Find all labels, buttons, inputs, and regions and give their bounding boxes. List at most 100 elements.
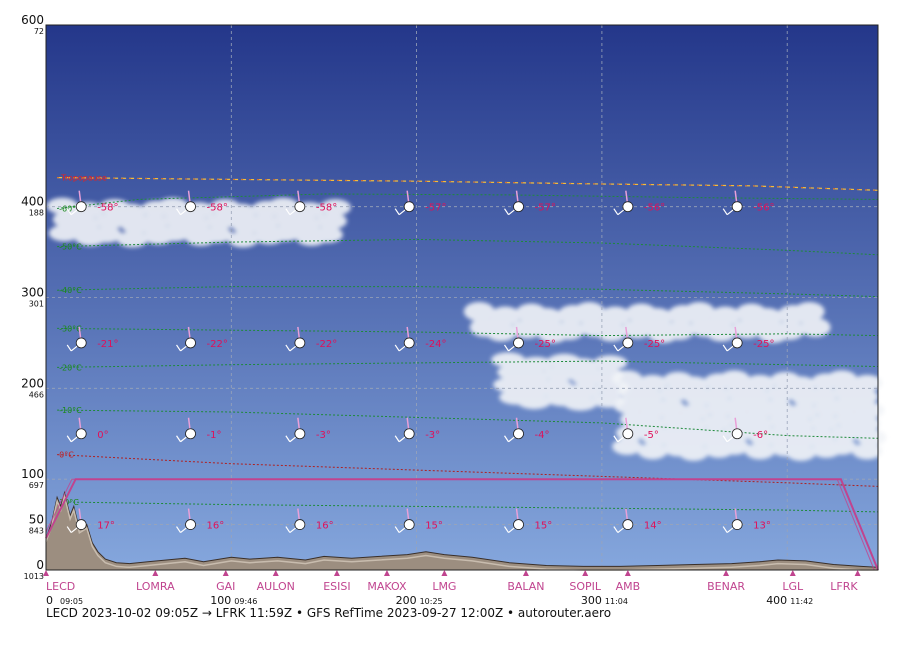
pressure-tick-label: 72 bbox=[34, 27, 44, 36]
x-tick-time: 10:25 bbox=[420, 597, 443, 606]
wind-station-circle bbox=[622, 428, 634, 440]
x-tick-time: 11:04 bbox=[605, 597, 628, 606]
wind-station-circle bbox=[403, 337, 415, 349]
pressure-tick-label: 188 bbox=[29, 209, 44, 218]
y-tick-label: 200 bbox=[21, 376, 44, 390]
wind-barb bbox=[613, 326, 634, 352]
wind-barb bbox=[285, 417, 306, 443]
isotherm-label: -50°C bbox=[59, 243, 82, 252]
temperature-label: -24° bbox=[425, 339, 446, 350]
cloud-layer bbox=[612, 370, 887, 461]
waypoint-label: LECD bbox=[46, 580, 75, 593]
wind-barb bbox=[66, 508, 87, 534]
waypoint-label: MAKOX bbox=[367, 580, 407, 593]
wind-feather bbox=[504, 435, 510, 443]
wind-station-circle bbox=[75, 519, 87, 530]
wind-feather bbox=[504, 208, 510, 215]
wind-barb bbox=[66, 417, 87, 443]
temperature-label: 13° bbox=[753, 521, 771, 532]
wind-station-circle bbox=[294, 428, 306, 440]
wind-barb bbox=[66, 326, 87, 352]
waypoint-marker bbox=[222, 570, 229, 576]
wind-feather bbox=[504, 344, 510, 352]
y-tick-label: 300 bbox=[21, 286, 44, 300]
pressure-tick-label: 301 bbox=[29, 300, 44, 309]
wind-barb bbox=[66, 190, 87, 216]
wind-barb bbox=[613, 417, 634, 443]
y-tick-label: 600 bbox=[21, 13, 44, 27]
isotherm-line bbox=[57, 286, 879, 298]
temperature-label: 15° bbox=[535, 521, 553, 532]
waypoint-marker bbox=[522, 570, 529, 576]
temperature-label: -57° bbox=[425, 203, 446, 214]
temperature-label: -3° bbox=[316, 430, 331, 441]
y-tick-label: 400 bbox=[21, 195, 44, 209]
waypoint-label: AULON bbox=[257, 580, 295, 593]
temperature-label: 15° bbox=[425, 521, 443, 532]
x-tick-label: 0 bbox=[46, 594, 53, 607]
isotherm-line bbox=[57, 327, 879, 337]
wind-station-circle bbox=[513, 428, 524, 440]
x-tick-label: 400 bbox=[766, 594, 787, 607]
isotherm-line bbox=[57, 193, 879, 209]
y-tick-label: 50 bbox=[29, 513, 44, 527]
wind-feather bbox=[176, 526, 182, 533]
wind-station-circle bbox=[731, 201, 743, 213]
temperature-label: -58° bbox=[207, 203, 228, 214]
temperature-label: -25° bbox=[753, 339, 774, 350]
waypoint-marker bbox=[624, 570, 631, 576]
wind-barb bbox=[504, 508, 524, 534]
isotherm-label: 0°C bbox=[59, 451, 74, 460]
wind-feather bbox=[285, 344, 291, 352]
wind-station-circle bbox=[403, 519, 415, 530]
wind-station-circle bbox=[731, 519, 743, 530]
route-line-alt bbox=[45, 478, 875, 571]
wind-barb bbox=[722, 190, 743, 216]
isotherm-line bbox=[57, 409, 879, 439]
temperature-label: -6° bbox=[753, 430, 768, 441]
temperature-label: 17° bbox=[97, 521, 115, 532]
wind-barb bbox=[176, 508, 196, 534]
wind-barb bbox=[613, 508, 634, 534]
temperature-label: -58° bbox=[316, 203, 337, 214]
tropopause-label: Tropopause bbox=[60, 174, 107, 183]
tropopause-curve-accent bbox=[57, 177, 879, 191]
wind-barb bbox=[504, 417, 524, 443]
wind-station-circle bbox=[185, 337, 196, 349]
waypoint-marker bbox=[152, 570, 159, 576]
pressure-tick-label: 1013 bbox=[24, 572, 44, 581]
waypoint-marker bbox=[272, 570, 279, 576]
waypoint-label: LFRK bbox=[830, 580, 858, 593]
temperature-label: -25° bbox=[644, 339, 665, 350]
x-tick-label: 100 bbox=[210, 594, 231, 607]
x-tick-time: 09:05 bbox=[60, 597, 83, 606]
wind-barb bbox=[285, 190, 306, 216]
wind-feather bbox=[66, 208, 72, 215]
wind-barb bbox=[722, 508, 743, 534]
wind-feather bbox=[285, 208, 291, 215]
isotherm-label: -10°C bbox=[59, 406, 82, 415]
temperature-label: -1° bbox=[207, 430, 222, 441]
waypoint-label: LOMRA bbox=[136, 580, 175, 593]
wind-feather bbox=[285, 526, 291, 533]
waypoint-marker bbox=[383, 570, 390, 576]
waypoint-label: GAI bbox=[216, 580, 235, 593]
wind-feather bbox=[176, 344, 182, 352]
route-profile bbox=[45, 478, 879, 571]
waypoint-label: AMB bbox=[616, 580, 641, 593]
wind-feather bbox=[394, 208, 400, 215]
isotherm-line bbox=[57, 501, 879, 513]
wind-feather bbox=[394, 526, 400, 533]
isotherm-label: -40°C bbox=[59, 286, 82, 295]
waypoint-marker bbox=[43, 570, 49, 576]
x-tick-label: 200 bbox=[396, 594, 417, 607]
waypoint-label: ESISI bbox=[323, 580, 350, 593]
x-tick-time: 11:42 bbox=[790, 597, 813, 606]
pressure-tick-label: 697 bbox=[29, 481, 44, 490]
temperature-label: -4° bbox=[535, 430, 550, 441]
wind-station-circle bbox=[513, 337, 524, 349]
wind-station-circle bbox=[75, 428, 87, 440]
temperature-label: 0° bbox=[97, 430, 108, 441]
wind-station-circle bbox=[513, 201, 524, 213]
